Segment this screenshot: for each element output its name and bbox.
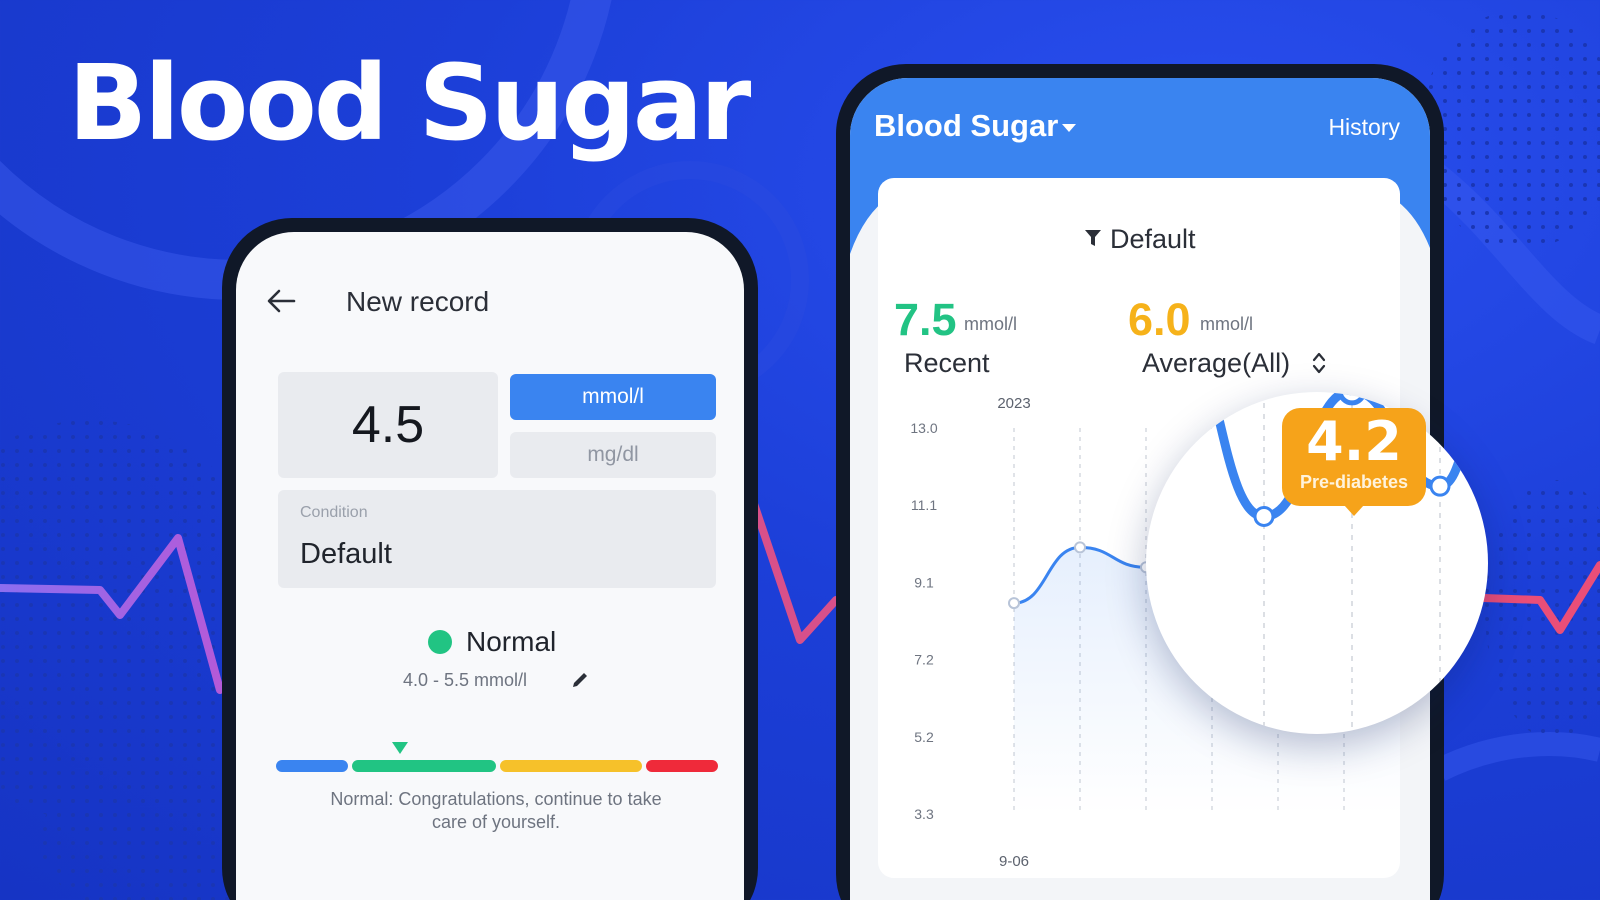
ecg-line-right	[1480, 561, 1600, 634]
filter-icon[interactable]	[1084, 228, 1102, 248]
status-label: Normal	[466, 626, 557, 657]
magnified-data-point[interactable]	[1429, 475, 1451, 497]
glucose-value-input[interactable]: 4.5	[278, 372, 498, 478]
y-tick-label: 9.1	[914, 574, 934, 590]
chart-date-label: 9-06	[999, 853, 1029, 870]
status-dot	[428, 630, 452, 654]
y-tick-label: 13.0	[910, 420, 937, 436]
headline: Blood Sugar	[68, 42, 751, 164]
pencil-icon[interactable]	[570, 670, 590, 690]
y-tick-label: 7.2	[914, 652, 934, 668]
phone-new-record: New record 4.5 mmol/l mg/dl Condition De…	[222, 218, 758, 900]
scale-normal	[352, 760, 496, 772]
chart-data-point[interactable]	[1074, 541, 1086, 554]
highlight-label: Pre-diabetes	[1299, 472, 1409, 492]
average-unit: mmol/l	[1200, 314, 1253, 334]
caret-down-icon[interactable]	[1060, 122, 1078, 134]
magnified-data-point[interactable]	[1337, 392, 1367, 406]
highlight-value: 4.2	[1306, 410, 1402, 473]
scale-marker-icon	[392, 742, 408, 754]
filter-label[interactable]: Default	[1110, 224, 1196, 254]
page-title: New record	[346, 286, 490, 317]
y-tick-label: 5.2	[914, 729, 934, 745]
unit-mgdl-button[interactable]: mg/dl	[510, 432, 716, 478]
new-record-screen: New record 4.5 mmol/l mg/dl Condition De…	[236, 232, 744, 900]
y-tick-label: 3.3	[914, 806, 934, 822]
badge-pointer	[1344, 505, 1364, 516]
average-label[interactable]: Average(All)	[1142, 348, 1291, 378]
scale-diabetes	[646, 760, 718, 772]
chart-data-point[interactable]	[1008, 597, 1020, 610]
condition-value: Default	[300, 538, 392, 570]
app-title-dropdown[interactable]: Blood Sugar	[874, 108, 1059, 143]
y-tick-label: 11.1	[911, 497, 937, 513]
arrow-left-icon[interactable]	[266, 288, 296, 314]
highlight-badge: 4.2 Pre-diabetes	[1282, 408, 1426, 516]
recent-label: Recent	[904, 348, 990, 378]
magnified-data-point[interactable]	[1253, 505, 1275, 527]
chart-year-label: 2023	[997, 395, 1030, 412]
sort-toggle-icon[interactable]	[1312, 350, 1326, 376]
unit-mmol-button[interactable]: mmol/l	[510, 374, 716, 420]
condition-label: Condition	[300, 504, 368, 521]
advice-text: Normal: Congratulations, continue to tak…	[330, 789, 662, 832]
header-background	[850, 78, 1430, 254]
status-range: 4.0 - 5.5 mmol/l	[403, 670, 528, 690]
recent-value: 7.5	[894, 294, 957, 345]
recent-unit: mmol/l	[964, 314, 1017, 334]
scale-low	[276, 760, 348, 772]
history-link[interactable]: History	[1328, 114, 1400, 140]
ecg-line-left	[0, 534, 224, 694]
scale-prediabetes	[500, 760, 642, 772]
average-value: 6.0	[1128, 294, 1191, 345]
ecg-line-middle	[744, 482, 840, 644]
condition-select[interactable]: Condition Default	[278, 490, 716, 588]
